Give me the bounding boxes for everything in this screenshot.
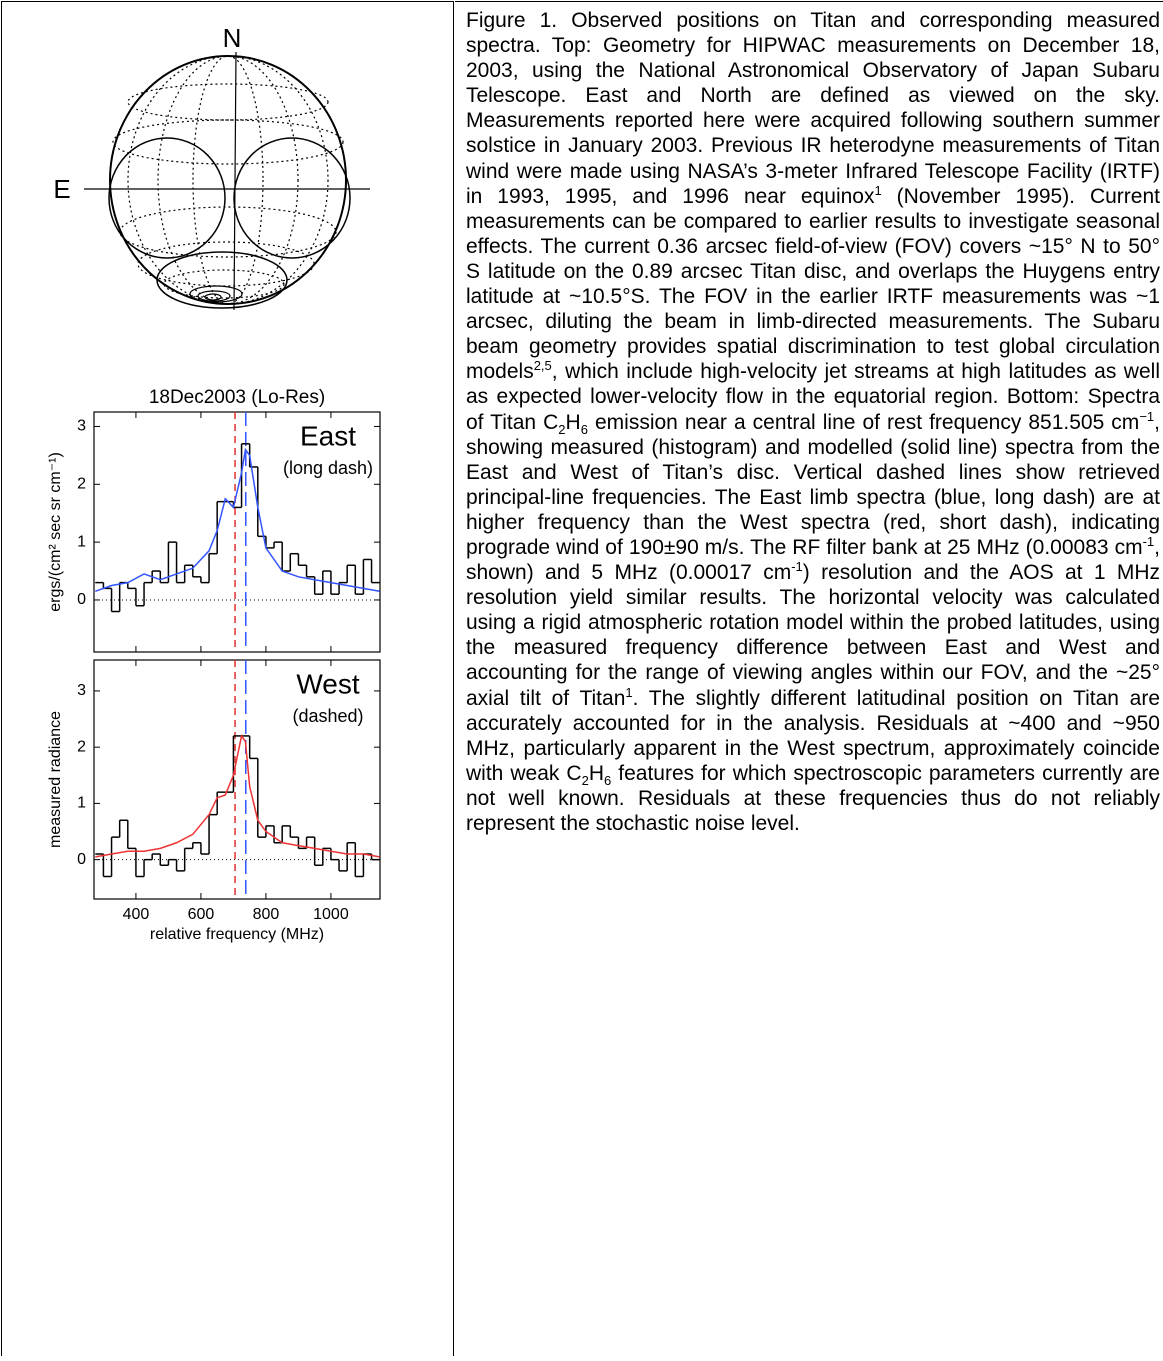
caption-sub: 6 — [580, 421, 588, 437]
plot-frame — [93, 659, 381, 900]
x-tick-label: 600 — [188, 906, 215, 923]
y-tick-label: 0 — [77, 591, 86, 608]
caption-sup: 2,5 — [533, 358, 552, 374]
figure: N E 0 1 2 3 18Dec2003 (Lo-Res) ergs/(cm² sec … — [47, 23, 381, 943]
caption-text: ) resolution and the AOS at 1 MHz resolu… — [466, 561, 1160, 710]
pole-ellipse — [197, 290, 231, 302]
caption-sup: 1 — [874, 182, 882, 198]
caption-sub: 2 — [581, 773, 589, 788]
east-label: E — [53, 174, 70, 204]
north-label: N — [223, 23, 242, 53]
y-tick-label: 2 — [77, 476, 86, 493]
beam-east — [108, 137, 226, 259]
caption-text: , shown) and 5 MHz (0.00017 cm — [466, 535, 1160, 585]
y-tick-label: 1 — [77, 795, 86, 812]
plot-frame — [93, 411, 381, 653]
x-axis-label: relative frequency (MHz) — [150, 926, 324, 943]
annotation: West — [296, 668, 359, 699]
caption-sup: -1 — [1142, 533, 1155, 549]
caption-text: H — [588, 761, 604, 785]
caption: Figure 1. Observed positions on Titan an… — [466, 8, 1160, 836]
pole-ellipse — [204, 293, 222, 301]
y-axis-label: ergs/(cm² sec sr cm⁻¹) — [47, 452, 64, 612]
annotation: (long dash) — [283, 458, 373, 478]
caption-text: H — [565, 410, 581, 434]
pole-ellipse — [156, 251, 288, 309]
x-tick-label: 800 — [253, 906, 280, 923]
y-tick-label: 3 — [77, 418, 86, 435]
globe-grid — [112, 55, 344, 305]
figure-cell: N E 0 1 2 3 18Dec2003 (Lo-Res) ergs/(cm² sec … — [1, 1, 454, 1356]
globe — [84, 51, 370, 311]
model-line — [95, 447, 380, 593]
caption-text: . The slightly different latitudinal pos… — [466, 686, 1160, 785]
y-tick-label: 0 — [77, 851, 86, 868]
caption-sup: 1 — [625, 684, 633, 700]
caption-sup: −1 — [1139, 408, 1155, 424]
y-tick-label: 1 — [77, 533, 86, 550]
annotation: East — [300, 420, 356, 451]
pole-ellipse — [189, 285, 243, 303]
caption-sub: 6 — [604, 773, 612, 788]
chart-title: 18Dec2003 (Lo-Res) — [149, 387, 325, 408]
model-line — [95, 734, 380, 858]
y-tick-label: 3 — [77, 682, 86, 699]
x-tick-label: 400 — [123, 906, 150, 923]
annotation: (dashed) — [292, 706, 363, 726]
caption-sup: -1 — [791, 559, 803, 575]
axis-line — [233, 51, 237, 311]
caption-text: features for which spectroscopic paramet… — [466, 761, 1160, 835]
caption-sub: 2 — [558, 421, 566, 437]
x-tick-label: 1000 — [313, 906, 349, 923]
y-axis-label: measured radiance — [47, 711, 64, 848]
caption-text: (November 1995). Current measurements ca… — [466, 184, 1160, 384]
caption-text: emission near a central line of rest fre… — [587, 410, 1140, 434]
y-tick-label: 2 — [77, 738, 86, 755]
caption-text: , which include high-velocity jet stream… — [466, 360, 1160, 434]
caption-text: Figure 1. Observed positions on Titan an… — [466, 9, 1160, 208]
caption-text: , showing measured (histogram) and model… — [466, 410, 1160, 559]
caption-cell: Figure 1. Observed positions on Titan an… — [455, 1, 1163, 1356]
beam-west — [233, 137, 351, 259]
globe-outline — [109, 55, 347, 305]
